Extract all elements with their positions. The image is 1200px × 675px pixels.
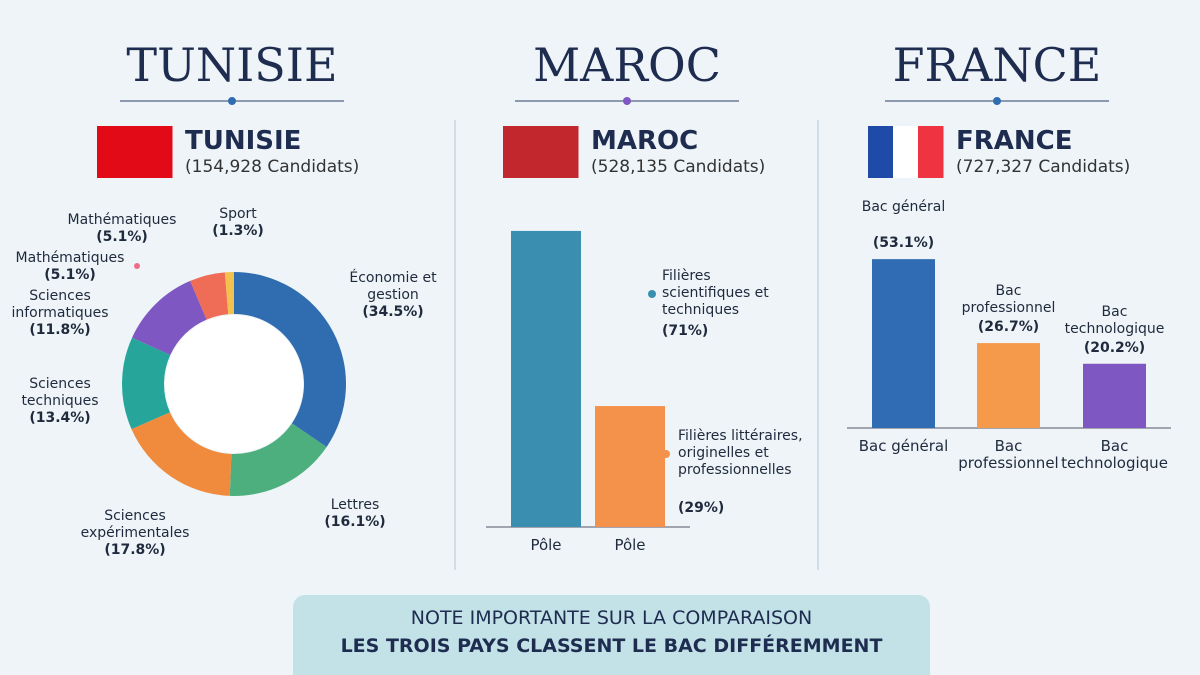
slice-value: (13.4%) xyxy=(29,410,91,426)
donut-slice xyxy=(229,423,327,496)
x-tick-label: Pôle xyxy=(614,536,646,554)
heading-dot xyxy=(993,97,1001,105)
bar-value: (53.1%) xyxy=(872,235,935,252)
slice-label: Lettres xyxy=(330,497,380,513)
slice-label: Sciences expérimentales xyxy=(80,508,190,541)
country-name: MAROC xyxy=(591,126,699,156)
note-line: LES TROIS PAYS CLASSENT LE BAC DIFFÉREMM… xyxy=(340,635,883,657)
bar xyxy=(595,406,665,527)
bar-value: (71%) xyxy=(662,323,709,339)
x-tick-label: Pôle xyxy=(530,536,562,554)
bar-value: (29%) xyxy=(678,500,725,516)
donut-slice xyxy=(234,272,347,447)
donut-slice xyxy=(224,272,234,315)
bar xyxy=(1083,363,1146,428)
slice-label: Sciences informatiques xyxy=(11,288,109,321)
label-dot xyxy=(648,290,656,298)
bar xyxy=(977,343,1040,428)
note-box: NOTE IMPORTANTE SUR LA COMPARAISON LES T… xyxy=(293,595,930,675)
x-tick-label: Bac professionnel xyxy=(958,437,1059,472)
annotation-dot xyxy=(134,263,140,269)
slice-label: Sciences techniques xyxy=(21,376,99,409)
candidates: (154,928 Candidats) xyxy=(185,157,360,177)
heading: TUNISIE xyxy=(126,38,338,92)
candidates: (528,135 Candidats) xyxy=(591,157,766,177)
slice-label: Économie et gestion xyxy=(349,270,437,303)
bar-value: (26.7%) xyxy=(977,319,1040,336)
flag xyxy=(503,126,529,178)
slice-value: (16.1%) xyxy=(324,514,386,530)
annotation-value: (5.1%) xyxy=(44,267,96,283)
heading: FRANCE xyxy=(892,38,1102,92)
donut-hole xyxy=(165,315,303,453)
bar xyxy=(511,230,581,527)
bar-label: Filières littéraires, originelles et pro… xyxy=(678,428,803,478)
flag xyxy=(868,126,894,178)
slice-label: Mathématiques xyxy=(67,212,177,228)
heading-dot xyxy=(228,97,236,105)
slice-value: (5.1%) xyxy=(96,229,148,245)
flag xyxy=(528,126,554,178)
donut-slice xyxy=(131,412,232,496)
bar-label: Bac professionnel xyxy=(961,283,1056,317)
flag xyxy=(553,126,579,178)
donut-slice xyxy=(132,280,207,355)
country-name: TUNISIE xyxy=(185,126,302,156)
bar-label: Bac technologique xyxy=(1064,303,1165,337)
slice-label: Sport xyxy=(219,206,257,222)
heading: MAROC xyxy=(533,38,721,92)
note-line: NOTE IMPORTANTE SUR LA COMPARAISON xyxy=(410,607,813,629)
annotation-label: Mathématiques xyxy=(15,250,125,266)
flag xyxy=(918,126,944,178)
bar xyxy=(872,259,935,428)
slice-value: (1.3%) xyxy=(212,223,264,239)
donut-slice xyxy=(190,272,229,320)
flag xyxy=(97,126,123,178)
donut-slice xyxy=(121,337,171,430)
flag xyxy=(147,126,173,178)
bar-label: Filières scientifiques et techniques xyxy=(662,268,769,318)
flag xyxy=(122,126,148,178)
candidates: (727,327 Candidats) xyxy=(956,157,1131,177)
bar-value: (20.2%) xyxy=(1083,339,1146,356)
heading-dot xyxy=(623,97,631,105)
bar-label: Bac général xyxy=(861,199,946,216)
label-dot xyxy=(662,450,670,458)
flag xyxy=(893,126,919,178)
x-tick-label: Bac technologique xyxy=(1061,437,1168,472)
x-tick-label: Bac général xyxy=(858,437,949,455)
country-name: FRANCE xyxy=(956,126,1073,156)
slice-value: (17.8%) xyxy=(104,542,166,558)
slice-value: (11.8%) xyxy=(29,322,91,338)
slice-value: (34.5%) xyxy=(362,304,424,320)
